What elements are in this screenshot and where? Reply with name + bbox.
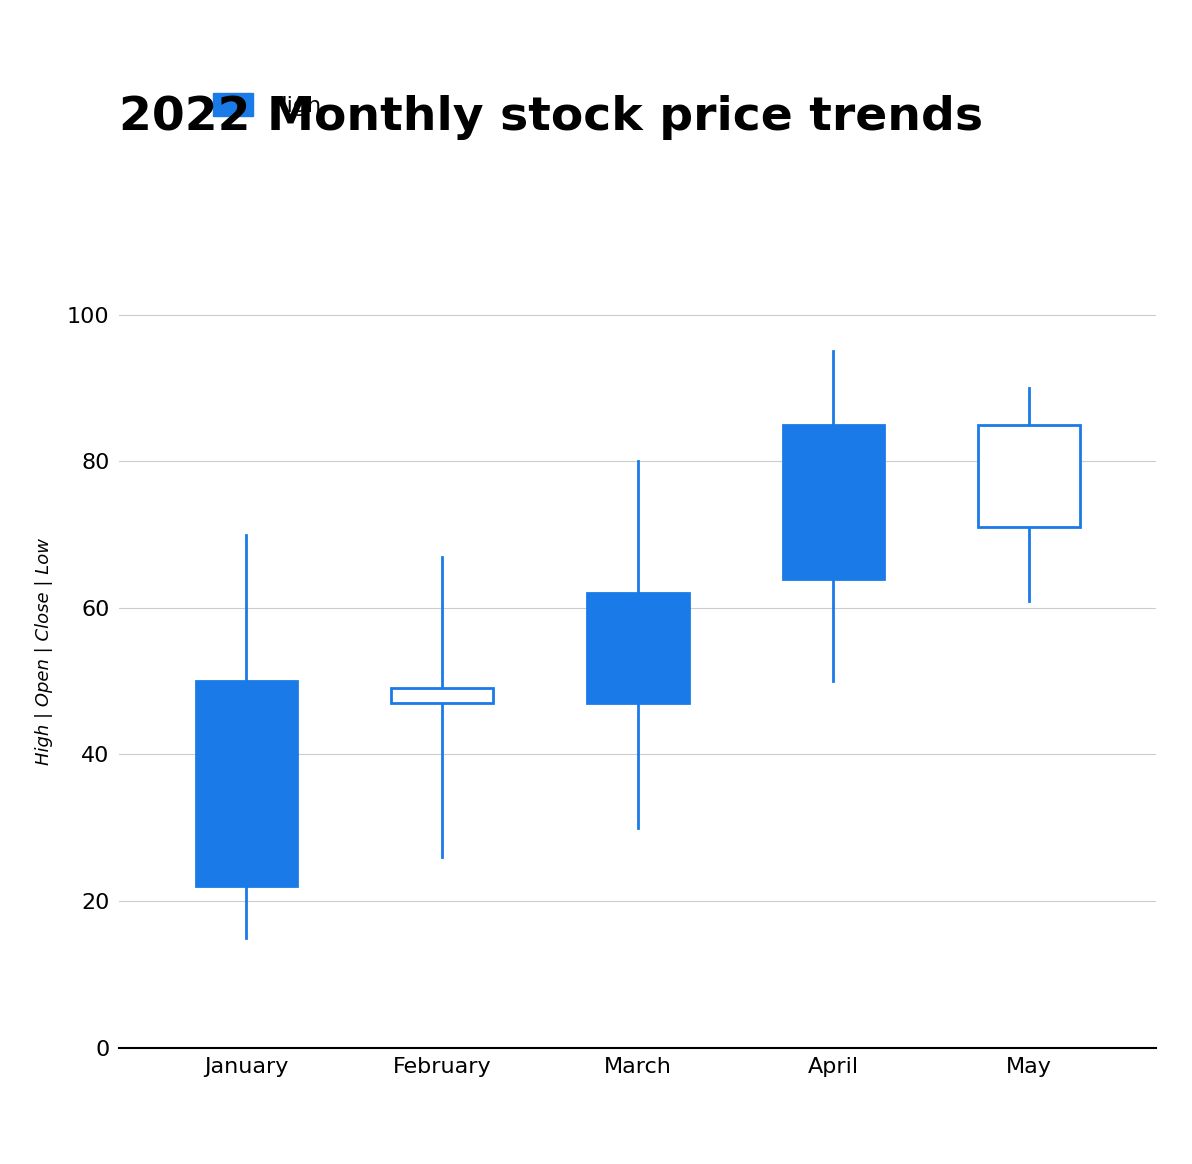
- Bar: [586, 594, 689, 703]
- Y-axis label: High | Open | Close | Low: High | Open | Close | Low: [35, 538, 52, 766]
- Text: 2022 Monthly stock price trends: 2022 Monthly stock price trends: [119, 94, 983, 140]
- Bar: [391, 688, 493, 703]
- Bar: [195, 681, 297, 886]
- Legend: High: High: [213, 93, 322, 116]
- Bar: [782, 425, 884, 579]
- Bar: [979, 425, 1080, 527]
